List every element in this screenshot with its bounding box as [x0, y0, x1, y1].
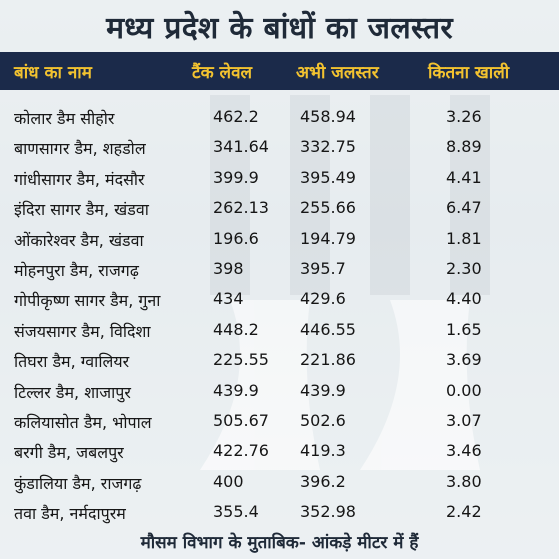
table-row: कलियासोत डैम, भोपाल 505.67 502.6 3.07: [0, 408, 559, 438]
tank-level-value: 398: [213, 258, 244, 278]
table-row: मोहनपुरा डैम, राजगढ़ 398 395.7 2.30: [0, 256, 559, 286]
current-level-value: 429.6: [300, 289, 346, 309]
tank-level-value: 448.2: [213, 319, 259, 339]
tank-level-value: 462.2: [213, 107, 259, 126]
empty-value: 2.42: [446, 502, 482, 522]
table-row: ओंकारेश्वर डैम, खंडवा 196.6 194.79 1.81: [0, 226, 559, 256]
tank-level-value: 439.9: [213, 380, 259, 400]
tank-level-value: 196.6: [213, 228, 259, 248]
empty-value: 1.65: [446, 319, 482, 339]
current-level-value: 332.75: [300, 137, 356, 157]
header-current-level: अभी जलस्तर: [296, 62, 379, 83]
dam-name: इंदिरा सागर डैम, खंडवा: [14, 200, 149, 220]
table-row: तवा डैम, नर्मदापुरम 355.4 352.98 2.42: [0, 499, 559, 529]
current-level-value: 502.6: [300, 410, 346, 430]
table-row: कोलार डैम सीहोर 462.2 458.94 3.26: [0, 104, 559, 134]
dam-name: तवा डैम, नर्मदापुरम: [14, 504, 126, 524]
current-level-value: 221.86: [300, 350, 356, 370]
table-row: गोपीकृष्ण सागर डैम, गुना 434 429.6 4.40: [0, 286, 559, 316]
table-row: इंदिरा सागर डैम, खंडवा 262.13 255.66 6.47: [0, 195, 559, 225]
tank-level-value: 400: [213, 471, 244, 491]
current-level-value: 395.7: [300, 258, 346, 278]
current-level-value: 194.79: [300, 228, 356, 248]
table-row: गांधीसागर डैम, मंदसौर 399.9 395.49 4.41: [0, 165, 559, 195]
dam-name: मोहनपुरा डैम, राजगढ़: [14, 260, 139, 280]
tank-level-value: 355.4: [213, 502, 259, 522]
header-tank-level: टैंक लेवल: [192, 62, 253, 83]
current-level-value: 255.66: [300, 198, 356, 218]
current-level-value: 446.55: [300, 319, 356, 339]
dam-name: टिल्लर डैम, शाजापुर: [14, 382, 131, 402]
dam-name: तिघरा डैम, ग्वालियर: [14, 352, 130, 372]
page-title: मध्य प्रदेश के बांधों का जलस्तर: [106, 11, 453, 46]
dam-name: बाणसागर डैम, शहडोल: [14, 139, 146, 159]
tank-level-value: 505.67: [213, 410, 269, 430]
empty-value: 3.69: [446, 350, 482, 370]
dam-name: गांधीसागर डैम, मंदसौर: [14, 169, 145, 189]
tank-level-value: 422.76: [213, 441, 269, 461]
tank-level-value: 341.64: [213, 137, 269, 157]
table-row: तिघरा डैम, ग्वालियर 225.55 221.86 3.69: [0, 347, 559, 377]
empty-value: 3.26: [446, 107, 482, 126]
tank-level-value: 262.13: [213, 198, 269, 218]
table-row: बरगी डैम, जबलपुर 422.76 419.3 3.46: [0, 438, 559, 468]
empty-value: 1.81: [446, 228, 482, 248]
tank-level-value: 225.55: [213, 350, 269, 370]
dam-name: संजयसागर डैम, विदिशा: [14, 321, 151, 341]
header-empty: कितना खाली: [428, 62, 510, 83]
current-level-value: 458.94: [300, 107, 356, 126]
table-row: बाणसागर डैम, शहडोल 341.64 332.75 8.89: [0, 134, 559, 164]
empty-value: 4.40: [446, 289, 482, 309]
dam-name: कोलार डैम सीहोर: [14, 109, 115, 128]
empty-value: 4.41: [446, 167, 482, 187]
tank-level-value: 399.9: [213, 167, 259, 187]
current-level-value: 395.49: [300, 167, 356, 187]
empty-value: 8.89: [446, 137, 482, 157]
tank-level-value: 434: [213, 289, 244, 309]
dam-name: कुंडालिया डैम, राजगढ़: [14, 473, 142, 493]
empty-value: 0.00: [446, 380, 482, 400]
table-row: टिल्लर डैम, शाजापुर 439.9 439.9 0.00: [0, 378, 559, 408]
dam-name: बरगी डैम, जबलपुर: [14, 443, 124, 463]
dam-table: कोलार डैम सीहोर 462.2 458.94 3.26 बाणसागर ड…: [0, 104, 559, 529]
table-row: संजयसागर डैम, विदिशा 448.2 446.55 1.65: [0, 317, 559, 347]
empty-value: 3.46: [446, 441, 482, 461]
empty-value: 3.07: [446, 410, 482, 430]
dam-name: ओंकारेश्वर डैम, खंडवा: [14, 230, 144, 250]
table-row: कुंडालिया डैम, राजगढ़ 400 396.2 3.80: [0, 469, 559, 499]
empty-value: 3.80: [446, 471, 482, 491]
dam-name: गोपीकृष्ण सागर डैम, गुना: [14, 291, 161, 311]
source-note: मौसम विभाग के मुताबिक- आंकड़े मीटर में ह…: [140, 533, 419, 553]
table-header: बांध का नाम टैंक लेवल अभी जलस्तर कितना ख…: [0, 52, 559, 90]
current-level-value: 352.98: [300, 502, 356, 522]
empty-value: 2.30: [446, 258, 482, 278]
current-level-value: 439.9: [300, 380, 346, 400]
dam-name: कलियासोत डैम, भोपाल: [14, 412, 152, 432]
current-level-value: 419.3: [300, 441, 346, 461]
current-level-value: 396.2: [300, 471, 346, 491]
header-dam-name: बांध का नाम: [14, 62, 92, 83]
empty-value: 6.47: [446, 198, 482, 218]
